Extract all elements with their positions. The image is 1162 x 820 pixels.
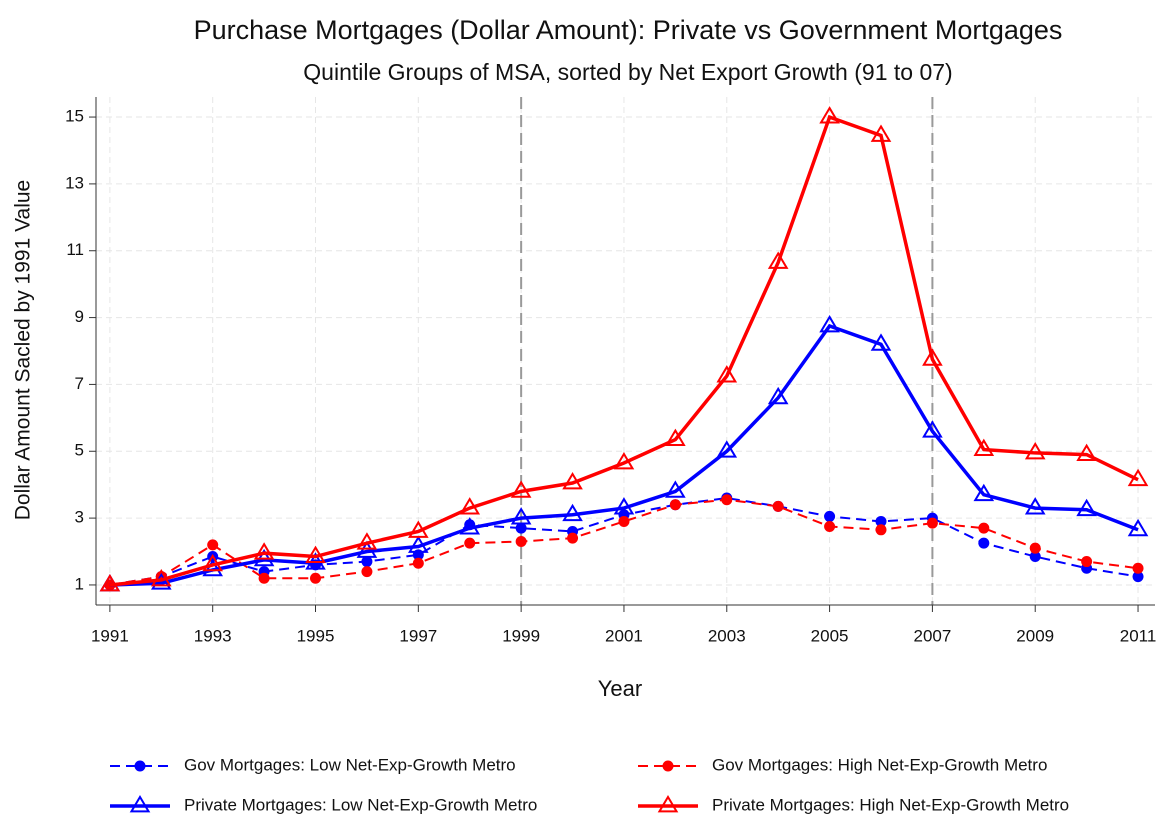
point (562, 503, 583, 522)
x-tick-label: 1995 (297, 626, 335, 645)
point (459, 517, 481, 535)
point (669, 499, 681, 511)
point (875, 515, 887, 527)
y-axis-label: Dollar Amount Sacled by 1991 Value (12, 180, 35, 521)
point (1076, 443, 1097, 462)
legend-label: Gov Mortgages: Low Net-Exp-Growth Metro (184, 755, 516, 774)
point (361, 566, 373, 578)
point (1127, 468, 1149, 487)
point (1127, 518, 1149, 537)
point (408, 520, 429, 538)
x-axis-label: Year (598, 676, 642, 701)
legend-marker (134, 760, 146, 772)
point (665, 480, 686, 498)
point (870, 124, 892, 142)
point (510, 480, 532, 498)
x-tick-label: 2005 (811, 626, 849, 645)
x-tick-label: 1999 (502, 626, 540, 645)
point (665, 428, 686, 446)
y-tick-label: 13 (65, 173, 84, 192)
point (567, 532, 579, 544)
point (464, 537, 476, 549)
point (613, 452, 635, 470)
point (310, 572, 322, 584)
x-tick-label: 2001 (605, 626, 643, 645)
chart-title: Purchase Mortgages (Dollar Amount): Priv… (194, 15, 1063, 45)
point (824, 520, 836, 532)
point (618, 515, 630, 527)
legend-label: Private Mortgages: High Net-Exp-Growth M… (712, 795, 1069, 814)
point (716, 440, 738, 458)
point (412, 557, 424, 569)
x-tick-label: 2007 (913, 626, 951, 645)
point (305, 545, 326, 563)
legend-label: Private Mortgages: Low Net-Exp-Growth Me… (184, 795, 537, 814)
point (978, 522, 990, 534)
point (1024, 497, 1046, 515)
legend-marker (129, 795, 151, 813)
point (767, 251, 789, 269)
point (875, 524, 887, 536)
point (207, 539, 219, 551)
y-tick-label: 9 (75, 307, 84, 326)
x-tick-label: 1997 (399, 626, 437, 645)
legend-marker (657, 795, 679, 813)
y-tick-label: 1 (75, 574, 84, 593)
x-tick-label: 1993 (194, 626, 232, 645)
point (258, 572, 270, 584)
x-tick-label: 2003 (708, 626, 746, 645)
point (510, 507, 532, 525)
point (973, 438, 995, 456)
point (1029, 551, 1041, 563)
series-line (109, 323, 1139, 587)
y-tick-label: 7 (75, 374, 84, 393)
point (819, 106, 840, 124)
point (562, 472, 583, 490)
x-tick-label: 2009 (1016, 626, 1054, 645)
chart-subtitle: Quintile Groups of MSA, sorted by Net Ex… (303, 59, 952, 85)
point (1132, 562, 1144, 574)
point (870, 333, 892, 351)
point (1024, 441, 1046, 460)
point (99, 573, 121, 592)
point (978, 537, 990, 549)
point (613, 497, 635, 515)
point (922, 348, 943, 366)
series-line (109, 114, 1139, 587)
point (253, 542, 275, 560)
point (150, 568, 172, 587)
point (721, 494, 733, 506)
point (772, 500, 784, 512)
legend-marker (662, 760, 674, 772)
y-tick-label: 11 (66, 240, 84, 259)
point (926, 517, 938, 529)
point (515, 522, 527, 534)
point (973, 483, 995, 502)
point (408, 535, 429, 553)
point (515, 536, 527, 547)
point (767, 386, 789, 405)
point (716, 365, 738, 383)
point (356, 540, 378, 558)
point (824, 510, 836, 522)
x-tick-label: 1991 (91, 626, 129, 645)
y-tick-label: 3 (75, 508, 84, 527)
y-tick-label: 5 (75, 441, 84, 460)
point (1076, 498, 1097, 517)
point (1029, 542, 1041, 554)
point (361, 556, 373, 568)
point (922, 420, 943, 438)
point (202, 553, 224, 572)
x-tick-label: 2011 (1120, 626, 1157, 645)
point (819, 314, 840, 333)
point (1132, 571, 1144, 583)
point (356, 532, 378, 550)
point (202, 558, 224, 577)
point (459, 497, 481, 515)
legend-label: Gov Mortgages: High Net-Exp-Growth Metro (712, 755, 1047, 774)
point (1081, 556, 1093, 568)
y-tick-label: 15 (65, 107, 84, 126)
